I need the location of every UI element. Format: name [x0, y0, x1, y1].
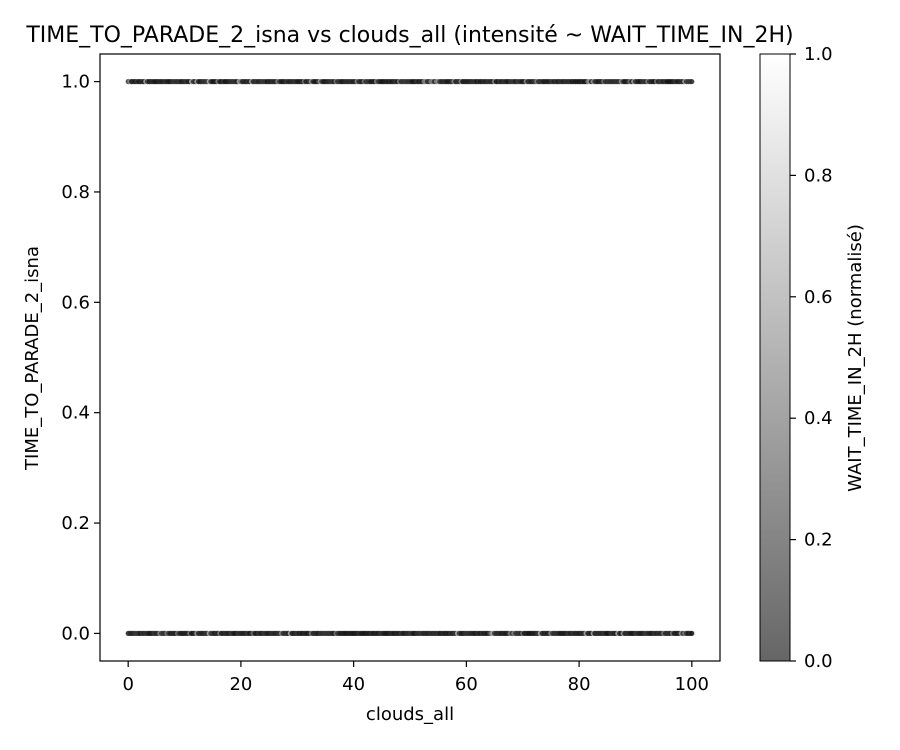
x-tick-label: 60	[455, 674, 478, 695]
colorbar-tick-label: 1.0	[804, 44, 833, 65]
colorbar-label: WAIT_TIME_IN_2H (normalisé)	[845, 224, 866, 492]
x-tick-label: 100	[675, 674, 709, 695]
y-tick-label: 0.0	[61, 623, 90, 644]
colorbar-tick-label: 0.2	[804, 530, 833, 551]
scatter-points	[125, 78, 695, 637]
colorbar-tick-label: 0.4	[804, 408, 833, 429]
y-axis: 0.0 0.2 0.4 0.6 0.8 1.0	[61, 72, 100, 644]
y-tick-label: 0.6	[61, 292, 90, 313]
colorbar-tick-label: 0.8	[804, 165, 833, 186]
plot-frame	[99, 53, 721, 662]
x-tick-label: 20	[229, 674, 252, 695]
y-axis-label: TIME_TO_PARADE_2_isna	[22, 246, 43, 471]
colorbar-tick-label: 0.0	[804, 651, 833, 672]
x-axis-label: clouds_all	[366, 704, 454, 725]
colorbar-tick-label: 0.6	[804, 287, 833, 308]
y-tick-label: 0.2	[61, 513, 90, 534]
chart-title: TIME_TO_PARADE_2_isna vs clouds_all (int…	[25, 23, 793, 48]
scatter-point	[689, 78, 695, 85]
y-tick-label: 1.0	[61, 72, 90, 93]
colorbar	[759, 53, 791, 662]
x-axis: 0 20 40 60 80 100	[122, 661, 709, 695]
x-tick-label: 0	[122, 674, 133, 695]
x-tick-label: 80	[568, 674, 591, 695]
scatter-point	[689, 630, 695, 637]
x-tick-label: 40	[342, 674, 365, 695]
y-tick-label: 0.8	[61, 182, 90, 203]
y-tick-label: 0.4	[61, 403, 90, 424]
colorbar-axis: 0.0 0.2 0.4 0.6 0.8 1.0	[790, 44, 833, 672]
